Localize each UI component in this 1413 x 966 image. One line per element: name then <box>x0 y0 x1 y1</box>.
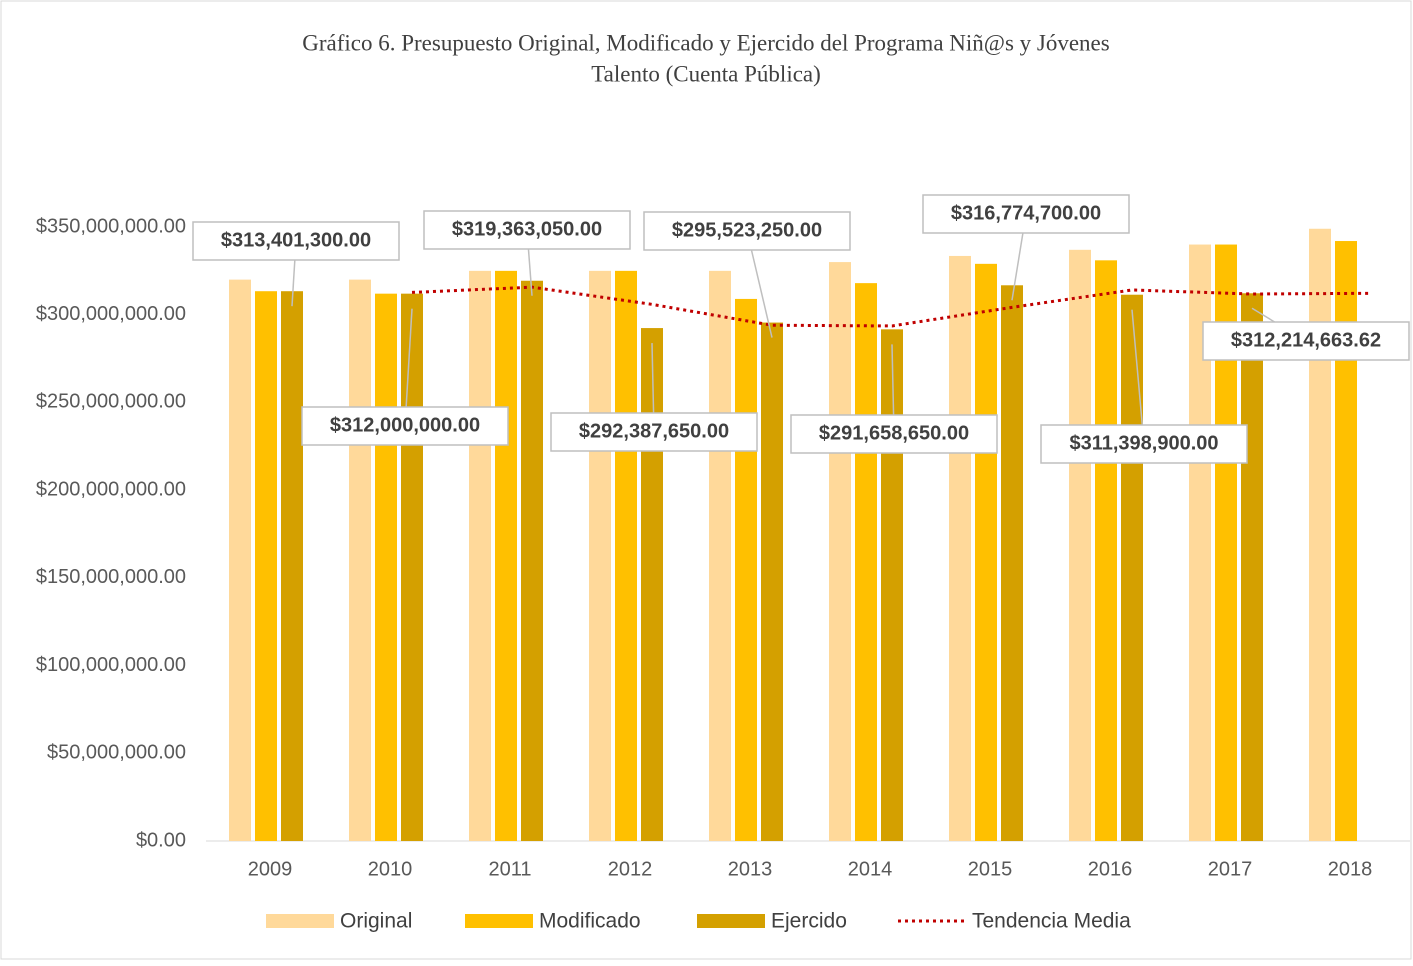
x-tick-label: 2017 <box>1208 858 1253 880</box>
data-label: $313,401,300.00 <box>221 229 371 251</box>
bar <box>615 270 637 841</box>
data-label: $312,214,663.62 <box>1231 329 1381 351</box>
label-box <box>643 211 851 251</box>
legend-swatch <box>465 914 533 928</box>
x-tick-label: 2010 <box>368 858 413 880</box>
bar <box>1095 260 1117 841</box>
legend-swatch <box>266 914 334 928</box>
bar <box>641 328 663 842</box>
bar <box>255 291 277 841</box>
bar <box>281 291 303 841</box>
bar <box>949 255 971 842</box>
bar <box>881 329 903 841</box>
bar <box>735 298 757 841</box>
x-tick-label: 2018 <box>1328 858 1373 880</box>
bar <box>829 262 851 842</box>
bar <box>349 279 371 842</box>
bar <box>855 283 877 841</box>
bar <box>1215 244 1237 842</box>
bar <box>495 270 517 841</box>
bar <box>709 270 731 841</box>
x-tick-label: 2014 <box>848 858 893 880</box>
x-tick-label: 2009 <box>248 858 293 880</box>
chart-title: Talento (Cuenta Pública) <box>591 61 821 86</box>
data-label: $319,363,050.00 <box>452 218 602 240</box>
bar <box>1241 293 1263 842</box>
y-tick-label: $0.00 <box>136 829 186 851</box>
x-tick-label: 2015 <box>968 858 1013 880</box>
bar <box>1001 285 1023 841</box>
bar <box>1189 244 1211 842</box>
y-tick-label: $300,000,000.00 <box>36 303 186 325</box>
legend-label: Modificado <box>539 910 641 933</box>
label-box <box>1202 321 1410 361</box>
bar <box>375 293 397 842</box>
bar <box>761 322 783 842</box>
chart-title: Gráfico 6. Presupuesto Original, Modific… <box>302 30 1110 55</box>
label-box <box>423 210 631 250</box>
y-tick-label: $250,000,000.00 <box>36 391 186 413</box>
label-box <box>922 194 1130 234</box>
legend-label: Ejercido <box>771 910 847 933</box>
label-box <box>192 221 400 261</box>
y-tick-label: $50,000,000.00 <box>47 742 186 764</box>
bar <box>229 279 251 842</box>
bar <box>975 263 997 842</box>
bar <box>401 293 423 842</box>
label-box <box>550 412 758 452</box>
label-box <box>301 406 509 446</box>
legend-label: Original <box>340 910 412 933</box>
x-tick-label: 2012 <box>608 858 653 880</box>
y-tick-label: $350,000,000.00 <box>36 215 186 237</box>
label-box <box>1040 424 1248 464</box>
y-tick-label: $200,000,000.00 <box>36 478 186 500</box>
x-tick-label: 2013 <box>728 858 773 880</box>
data-label: $316,774,700.00 <box>951 202 1101 224</box>
trend-line <box>411 285 1373 328</box>
bar <box>1335 241 1357 841</box>
leader-line <box>1131 309 1145 445</box>
bar <box>589 270 611 841</box>
data-label: $312,000,000.00 <box>330 414 480 436</box>
legend-swatch <box>697 914 765 928</box>
data-label: $295,523,250.00 <box>672 219 822 241</box>
bar <box>521 280 543 841</box>
label-box <box>790 414 998 454</box>
data-label: $291,658,650.00 <box>819 422 969 444</box>
bar <box>1121 294 1143 841</box>
x-tick-label: 2016 <box>1088 858 1133 880</box>
x-tick-label: 2011 <box>488 858 531 880</box>
bar <box>1069 249 1091 841</box>
bar <box>469 270 491 841</box>
y-tick-label: $100,000,000.00 <box>36 654 186 676</box>
data-label: $311,398,900.00 <box>1069 432 1218 454</box>
data-label: $292,387,650.00 <box>579 420 729 442</box>
bar <box>1309 228 1331 842</box>
legend-label: Tendencia Media <box>972 910 1131 933</box>
y-tick-label: $150,000,000.00 <box>36 566 186 588</box>
